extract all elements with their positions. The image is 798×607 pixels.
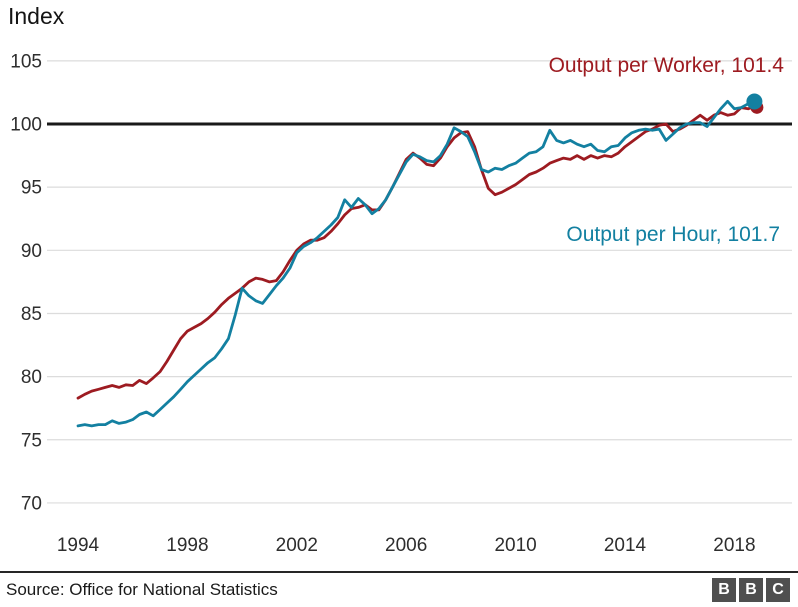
y-tick-label: 80 [21, 367, 42, 388]
y-tick-label: 75 [21, 430, 42, 451]
x-tick-label: 2018 [713, 535, 755, 556]
y-tick-label: 90 [21, 241, 42, 262]
x-tick-label: 1994 [57, 535, 100, 556]
line-output-per-hour [76, 99, 757, 428]
axis-labels: 105 100 95 90 85 80 75 70 1994 1998 2002 2006 2010 20… [10, 51, 755, 556]
y-tick-label: 95 [21, 178, 42, 199]
chart-title: Index [8, 3, 65, 29]
y-tick-label: 105 [10, 51, 42, 72]
series-label-output-per-hour: Output per Hour, 101.7 [566, 223, 780, 246]
y-tick-label: 85 [21, 304, 42, 325]
series-end-dots [746, 93, 764, 114]
bbc-logo-letter: B [739, 578, 763, 602]
y-tick-label: 70 [21, 493, 42, 514]
source-text: Source: Office for National Statistics [6, 580, 278, 599]
bbc-logo: B B C [712, 578, 798, 602]
line-output-per-worker [76, 104, 757, 400]
series-label-output-per-worker: Output per Worker, 101.4 [549, 54, 785, 77]
footer-bar: Source: Office for National Statistics B… [0, 571, 798, 607]
gridlines [47, 60, 792, 504]
bbc-logo-letter: B [712, 578, 736, 602]
x-tick-label: 2014 [604, 535, 647, 556]
x-tick-label: 2006 [385, 535, 427, 556]
x-tick-label: 1998 [166, 535, 208, 556]
line-chart: 105 100 95 90 85 80 75 70 1994 1998 2002 2006 2010 20… [10, 51, 792, 556]
series-lines [76, 99, 757, 428]
bbc-logo-letter: C [766, 578, 790, 602]
x-tick-label: 2002 [276, 535, 318, 556]
end-dot-output-per-hour [746, 93, 763, 110]
x-tick-label: 2010 [494, 535, 536, 556]
y-tick-label: 100 [10, 115, 42, 136]
